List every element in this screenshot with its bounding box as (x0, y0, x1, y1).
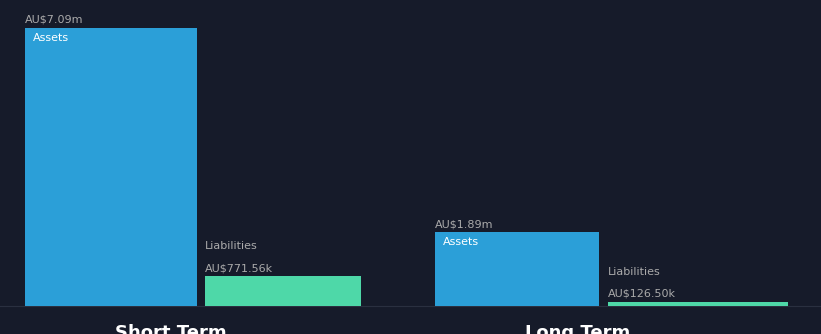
Text: Short Term: Short Term (115, 324, 227, 334)
FancyBboxPatch shape (608, 302, 788, 307)
FancyBboxPatch shape (25, 28, 197, 307)
Text: Assets: Assets (443, 237, 479, 247)
Text: Liabilities: Liabilities (608, 267, 660, 277)
FancyBboxPatch shape (205, 276, 361, 307)
Text: AU$1.89m: AU$1.89m (435, 219, 493, 229)
Text: Assets: Assets (33, 33, 69, 43)
Text: AU$7.09m: AU$7.09m (25, 15, 83, 25)
Text: Liabilities: Liabilities (205, 241, 258, 252)
FancyBboxPatch shape (435, 232, 599, 307)
Text: Long Term: Long Term (525, 324, 631, 334)
Text: AU$126.50k: AU$126.50k (608, 288, 676, 298)
Text: AU$771.56k: AU$771.56k (205, 263, 273, 273)
